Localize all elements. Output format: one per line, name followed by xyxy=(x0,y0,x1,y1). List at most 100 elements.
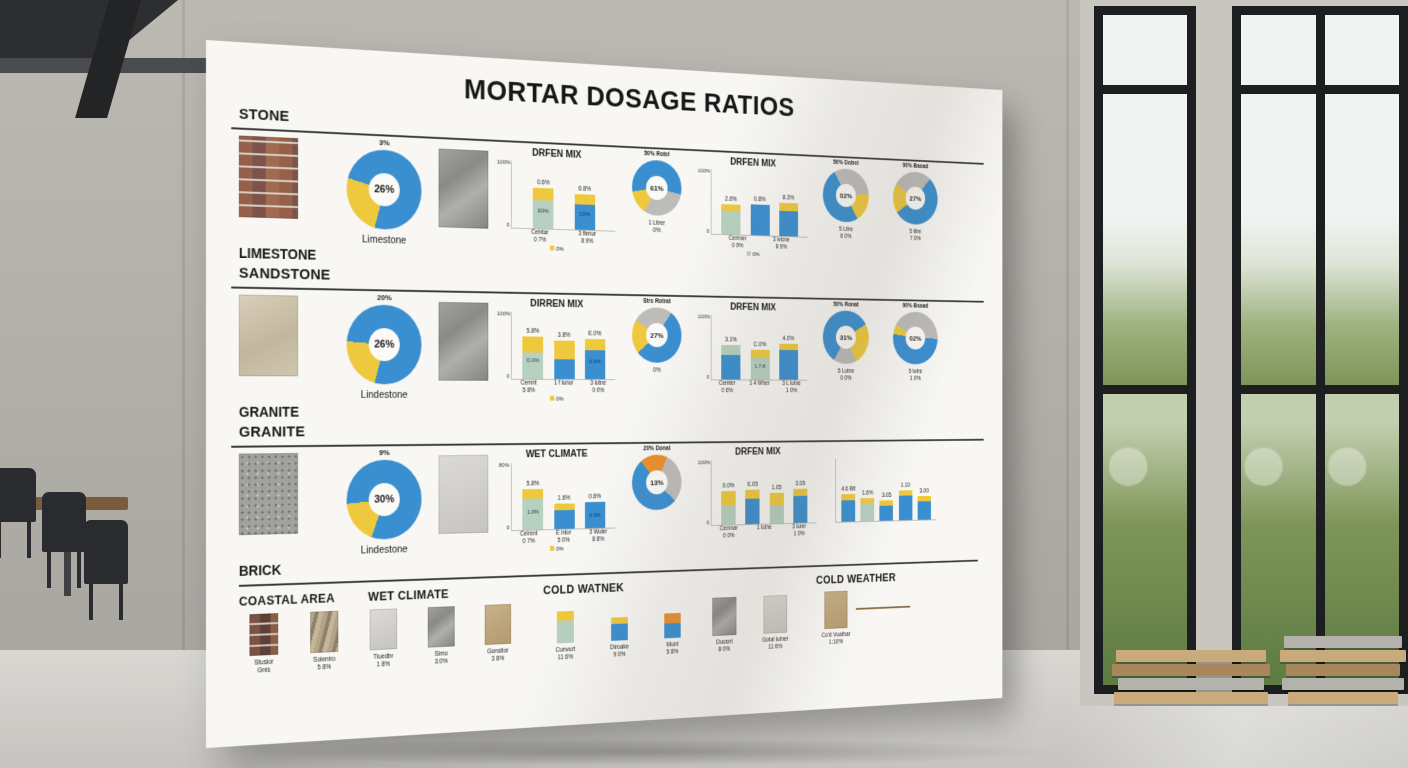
lumber-plank xyxy=(1118,678,1264,690)
bar: 0.0% xyxy=(721,460,735,525)
bar-segment xyxy=(779,210,798,236)
swatch-cell xyxy=(439,141,490,229)
legend-swatch xyxy=(550,396,554,401)
chair xyxy=(42,492,86,552)
donut-top-label: 9% xyxy=(336,448,431,461)
bar-chart-plot: 5.8% 1.0% 1.6% 0.6% 0 0% xyxy=(511,462,615,531)
stone-swatch xyxy=(439,455,489,534)
donut-ring: 02% xyxy=(893,311,938,364)
bar: 3.8% xyxy=(554,312,575,379)
legend-item: 0% xyxy=(550,546,563,553)
stone-swatch xyxy=(239,136,298,219)
swatch-caption: Soieniro 5 8% xyxy=(313,656,335,673)
legend-swatch xyxy=(747,251,751,256)
chair xyxy=(0,468,36,522)
donut-ring: 61% xyxy=(632,159,681,216)
bar-chart-plot: 5.8% D.0% 3.8% E.0% 0.0% xyxy=(511,312,615,380)
bar-chart-yaxis: 100% 0 xyxy=(698,315,711,381)
bar-value-label: 8.3% xyxy=(771,194,805,202)
lumber-plank xyxy=(1288,692,1398,704)
window-pane xyxy=(1325,15,1400,85)
donut-chart: 20% Donal 13% xyxy=(622,445,691,511)
x-label: 3 ivicne 8 9% xyxy=(764,236,799,251)
donut-chart: 90% Bsoad 02% 5 lutre 1 0% xyxy=(884,303,947,383)
bar-chart-xlabels: Cemnt 5 8% 1 f lunur 3 lutne 0 0% xyxy=(511,380,615,395)
bar-stack xyxy=(721,491,735,525)
bar: 5.8% D.0% xyxy=(523,312,544,379)
bar-segment xyxy=(611,623,628,640)
bar-chart-plot: 2.6% 0.8% 8.3% xyxy=(711,169,808,238)
bar-inner-label: 0.0% xyxy=(585,360,605,366)
legend-label: 0% xyxy=(556,247,563,253)
bar-segment xyxy=(750,204,769,235)
bar-segment xyxy=(746,489,760,498)
bar-stack xyxy=(611,617,628,641)
bar-inner-label: D.0% xyxy=(523,358,544,364)
bar-stack xyxy=(793,488,807,523)
board-row: GRANITE BRICK 9% 30% Lindestone WET CLIMATE 80… xyxy=(239,420,978,583)
swatch-caption: Cunvurt 11 6% xyxy=(556,646,575,662)
donut-caption: Limestone xyxy=(336,233,431,248)
board-row: STONE LIMESTONE 3% 26% Limestone DRFEN MIX 100… xyxy=(239,106,978,282)
footer-swatch-item: Gotal lutner 11 6% xyxy=(755,595,796,653)
chair xyxy=(84,520,128,584)
bar-segment xyxy=(721,491,735,505)
x-label: Cemner 0 9% xyxy=(720,235,755,251)
bar: 3.05 xyxy=(880,458,894,521)
donut-chart: 90% Baoad 27% 5 litre 7 0% xyxy=(884,162,947,244)
stone-swatch-small xyxy=(712,597,736,636)
bar-stack xyxy=(750,204,769,235)
bar-segment xyxy=(769,505,783,523)
bar-inner-label: C0% xyxy=(574,211,594,217)
row-subheading: GRANITE xyxy=(239,404,329,422)
x-label: 1 4 Wher xyxy=(743,380,775,394)
x-label: 1 f lunur xyxy=(546,380,581,395)
footer-swatch-item: Stuslor Gnis xyxy=(239,613,289,677)
bar: 0.8% xyxy=(750,171,769,236)
y-tick-label: 0 xyxy=(698,521,709,527)
mini-bar-chart xyxy=(611,599,628,640)
footer-group: COLD WATNEK Cunvurt 11 6% Diroake 9 0% Munt… xyxy=(543,575,796,663)
y-tick-label: 0 xyxy=(497,526,509,532)
bar-segment xyxy=(554,340,575,359)
footer-items: Cunvurt 11 6% Diroake 9 0% Munt 5 8% Duosnt… xyxy=(543,593,796,663)
swatch-caption: Co'd Vuathar 1:10% xyxy=(822,631,851,647)
bar: 3.1% xyxy=(721,315,740,380)
y-tick-label: 100% xyxy=(698,460,709,466)
bar-segment xyxy=(557,620,574,643)
bar-segment xyxy=(721,345,740,355)
bar-value-label: 5.8% xyxy=(514,481,552,488)
swatch-caption: Stuslor Gnis xyxy=(254,659,273,676)
bar-inner-label: 1.7-8 xyxy=(750,364,769,370)
donut-caption: Lindestone xyxy=(336,389,431,402)
bar: 6.8% C0% xyxy=(574,163,594,230)
donut-caption: 0% xyxy=(622,367,691,375)
bar-chart-yaxis: 100% 0 xyxy=(497,160,511,229)
bar-stack xyxy=(917,496,930,520)
bar-stack xyxy=(779,203,798,237)
bar: C.0% 1.7-8 xyxy=(750,315,769,379)
bar: 3.00 xyxy=(917,458,930,520)
footer-group: COASTAL AREA WET CLIMATE Stuslor Gnis Soien… xyxy=(239,585,521,679)
footer-swatch-item: Gonstior 3 8% xyxy=(475,604,521,665)
stone-swatch xyxy=(239,453,298,535)
bar-value-label: 3.00 xyxy=(910,488,938,495)
lumber-plank xyxy=(1284,636,1402,648)
bar-chart-plot-area: 100% 0 0.0% E.05 1.05 3.05 xyxy=(698,459,817,526)
footer-swatch-item: Tiuedbr 1 8% xyxy=(360,608,408,670)
bar-chart-yaxis: 100% 0 xyxy=(698,460,711,526)
bar: 1.05 xyxy=(769,460,783,524)
bar-segment xyxy=(841,500,855,522)
bar: 5.8% 1.0% xyxy=(523,463,544,530)
board-row: SANDSTONE GRANITE 20% 26% Lindestone DIRREN M… xyxy=(239,265,978,424)
swatch-caption: Duosnt 8 0% xyxy=(716,639,733,655)
swatch-caption: Diroake 9 0% xyxy=(610,644,629,660)
bar-chart-plot: 3.1% C.0% 1.7-8 4.0% xyxy=(711,315,808,381)
bar-segment xyxy=(769,493,783,506)
bar-stack xyxy=(554,340,575,379)
bar: 2.6% xyxy=(721,170,740,235)
donut-center-label: 27% xyxy=(646,323,667,346)
bar-chart-plot: 0.0% E.05 1.05 3.05 xyxy=(711,459,817,526)
y-tick-label: 100% xyxy=(698,315,709,321)
row-subheading: LIMESTONE xyxy=(239,245,329,265)
